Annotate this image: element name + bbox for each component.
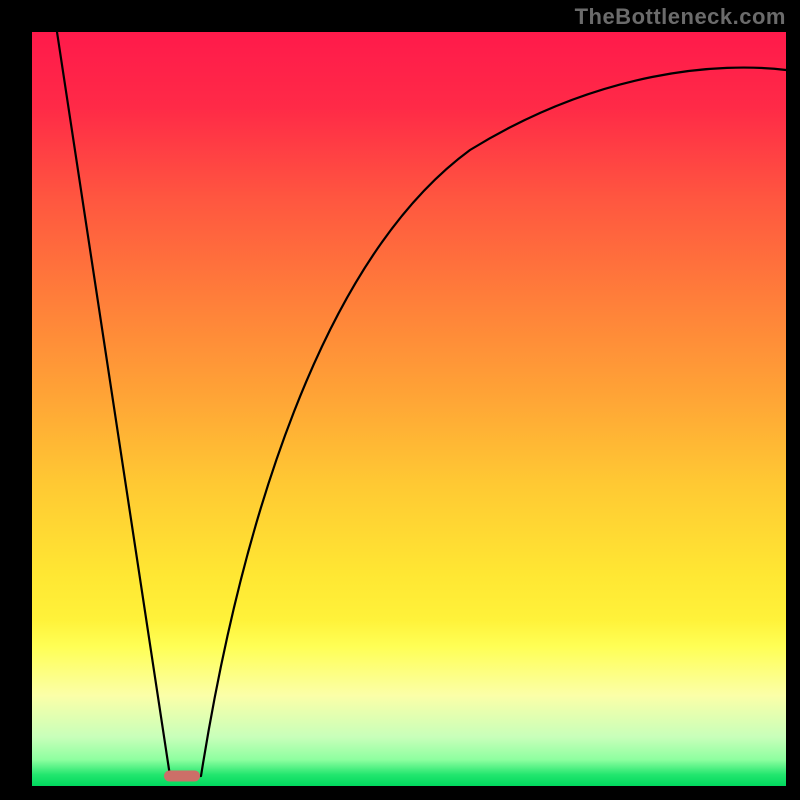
bottleneck-pill xyxy=(164,771,200,782)
curve-layer xyxy=(0,0,800,800)
plot-area xyxy=(32,32,786,786)
bottleneck-curve xyxy=(57,32,786,776)
watermark-text: TheBottleneck.com xyxy=(575,4,786,30)
canvas: TheBottleneck.com xyxy=(0,0,800,800)
